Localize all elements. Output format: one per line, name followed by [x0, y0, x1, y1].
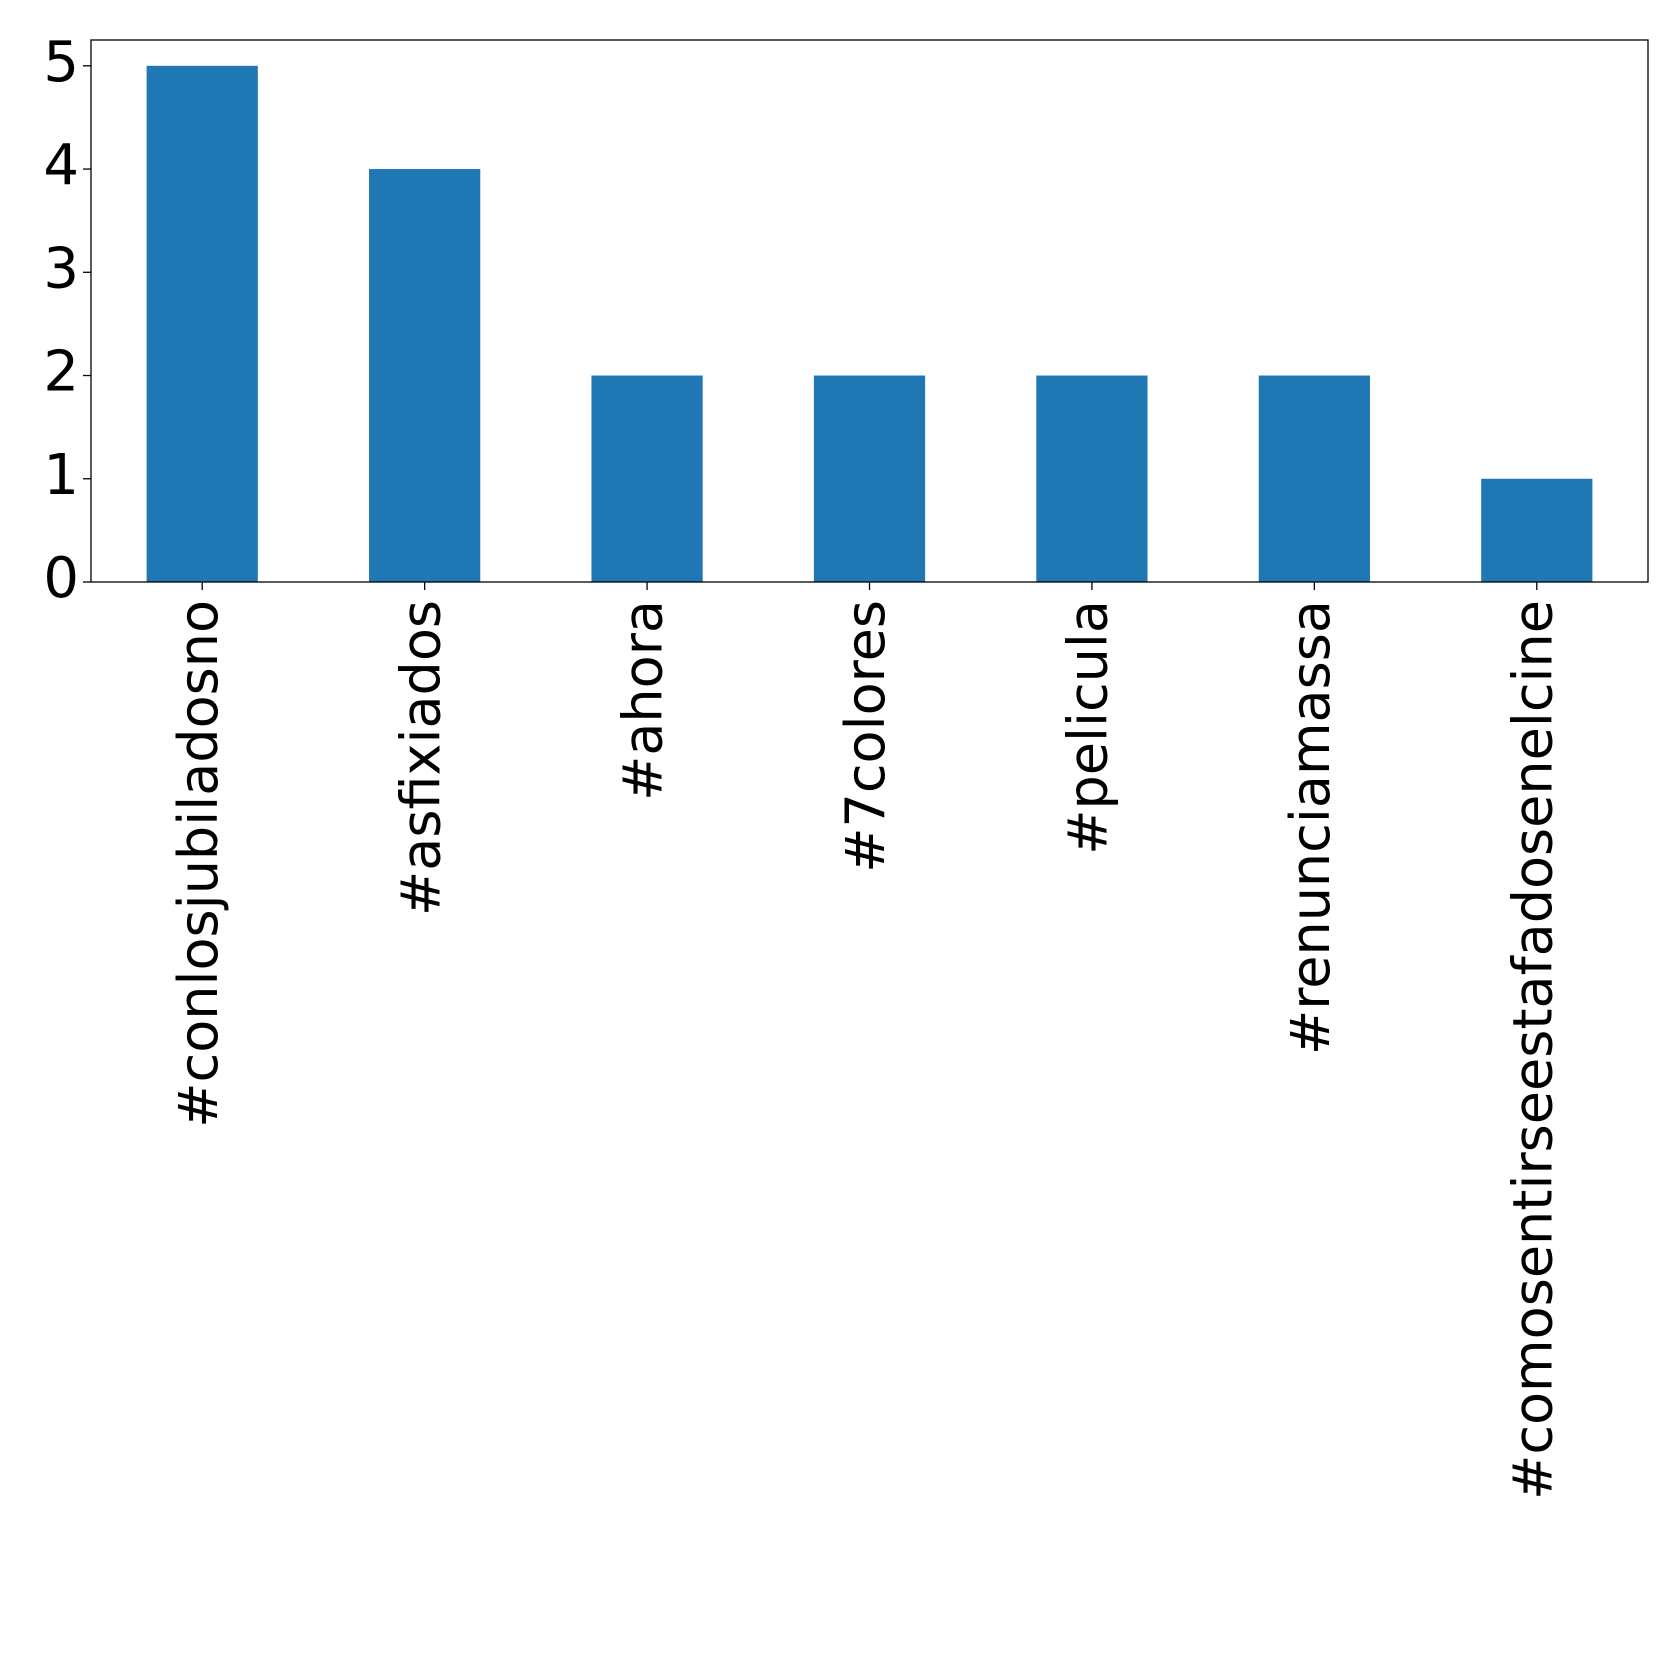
- x-tick-label-5: #renunciamassa: [1279, 600, 1342, 1055]
- x-tick-label-1: #asfixiados: [389, 600, 452, 916]
- bar-6: [1481, 478, 1593, 582]
- bar-5: [1258, 375, 1370, 582]
- y-tick-label-1: 1: [43, 443, 79, 508]
- y-tick-label-5: 5: [43, 30, 79, 95]
- y-tick-label-0: 0: [43, 546, 79, 611]
- bar-1: [369, 169, 481, 583]
- y-axis: 0 1 2 3 4 5: [43, 30, 91, 611]
- x-tick-label-3: #7colores: [834, 600, 897, 873]
- bar-2: [591, 375, 703, 582]
- bar-3: [813, 375, 926, 582]
- x-tick-label-2: #ahora: [612, 600, 675, 801]
- x-tick-label-6: #comosentirseestafadosenelcine: [1501, 600, 1564, 1500]
- x-axis: #conlosjubiladosno #asfixiados #ahora #7col…: [167, 582, 1564, 1500]
- y-tick-label-2: 2: [43, 340, 79, 405]
- x-tick-label-0: #conlosjubiladosno: [167, 600, 230, 1128]
- bar-4: [1036, 375, 1148, 582]
- y-tick-label-3: 3: [43, 236, 79, 301]
- plot-frame: [90, 39, 1649, 583]
- x-tick-label-4: #pelicula: [1057, 600, 1120, 855]
- bars-group: [146, 65, 1593, 583]
- y-tick-label-4: 4: [43, 133, 79, 198]
- bar-0: [146, 65, 258, 583]
